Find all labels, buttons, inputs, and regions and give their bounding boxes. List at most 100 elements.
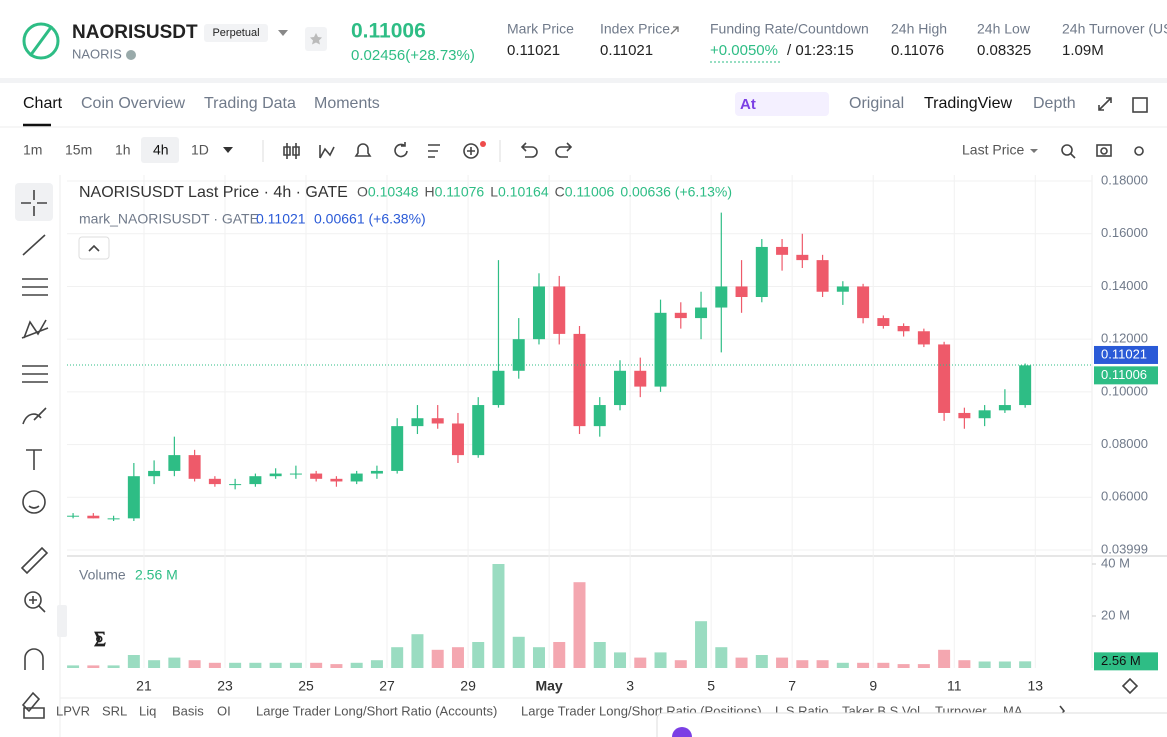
header-bg	[0, 0, 1167, 78]
volume-bar	[593, 642, 606, 668]
indicator-tab[interactable]: LPVR	[56, 703, 90, 718]
candle-body	[188, 455, 201, 479]
ohlc-key: O	[357, 184, 368, 200]
volume-bar	[998, 661, 1011, 668]
collapse-legend-button[interactable]	[78, 236, 110, 260]
volume-bar	[330, 664, 343, 668]
stat-value: 1.09M	[1062, 42, 1104, 59]
symbol[interactable]: NAORISUSDT	[72, 22, 198, 43]
collapse-handle[interactable]	[57, 605, 67, 637]
interval[interactable]: 15m	[65, 142, 92, 158]
volume-bar	[208, 662, 221, 668]
strategy-bg[interactable]	[735, 92, 829, 116]
notice-dot	[480, 141, 486, 147]
candle-body	[857, 286, 870, 319]
interval-dropdown[interactable]	[223, 147, 233, 153]
tab[interactable]: Trading Data	[204, 95, 296, 112]
volume-bar	[289, 662, 302, 668]
volume-bar	[310, 662, 323, 668]
volume-bar	[87, 665, 100, 668]
fullscreen-icon[interactable]	[1098, 97, 1112, 111]
price-change: 0.02456(+28.73%)	[351, 47, 475, 64]
x-tick-label: 7	[788, 678, 796, 694]
stat-value: 0.11076	[891, 42, 944, 59]
volume-tag	[1094, 652, 1158, 671]
chevron-icon	[88, 244, 100, 252]
popup-icon	[672, 727, 692, 737]
settings-icon[interactable]	[1121, 677, 1139, 695]
toolbar-icons[interactable]	[283, 142, 1144, 159]
candle-body	[229, 484, 242, 486]
indicator-tab[interactable]: Large Trader Long/Short Ratio (Accounts)	[256, 703, 497, 718]
candle-body	[816, 260, 829, 292]
stat-label: 24h High	[891, 21, 947, 37]
volume-bar	[391, 647, 404, 668]
volume-value: 2.56 M	[135, 567, 178, 583]
candle-body	[269, 473, 282, 477]
window-icon[interactable]	[1132, 97, 1148, 113]
stat-label: Funding Rate/Countdown	[710, 21, 869, 37]
indicator-tab[interactable]: SRL	[102, 703, 127, 718]
y-tick-label: 0.12000	[1101, 331, 1148, 346]
stat-label: 24h Low	[977, 21, 1031, 37]
y-tick-label: 0.14000	[1101, 278, 1148, 293]
x-tick-label: 23	[217, 678, 233, 694]
volume-tag-label: 2.56 M	[1101, 653, 1141, 668]
view-tab[interactable]: TradingView	[924, 95, 1012, 112]
chart: 21 23 25 27 29 May 3 5 7 9 11 13 0.18000 0.16000 0.140…	[67, 172, 1167, 694]
drawing-tools[interactable]	[20, 190, 49, 719]
x-tick-label: 27	[379, 678, 395, 694]
candle-body	[492, 370, 505, 406]
y-tick-label: 0.08000	[1101, 436, 1148, 451]
mark-legend-value: 0.11021	[256, 211, 306, 227]
stat-value: +0.0050%	[710, 42, 778, 59]
interval[interactable]: 1m	[23, 142, 42, 158]
candle-body	[593, 405, 606, 427]
candle-body	[431, 418, 444, 424]
interval[interactable]: 4h	[153, 142, 169, 158]
candle-body	[249, 476, 262, 485]
divider	[0, 78, 1167, 83]
candle-body	[755, 246, 768, 298]
candle-body	[715, 286, 728, 308]
candle-body	[289, 473, 302, 475]
view-tab[interactable]: Depth	[1033, 95, 1076, 112]
volume-bar	[836, 662, 849, 668]
indicator-tab[interactable]: Basis	[172, 703, 204, 718]
symbol-dropdown[interactable]	[278, 30, 288, 36]
info-icon[interactable]	[126, 50, 136, 60]
candle-body	[614, 370, 627, 406]
price-source[interactable]: Last Price	[962, 142, 1024, 158]
candle-body	[107, 518, 120, 520]
candle-body	[512, 339, 525, 371]
candle-body	[553, 286, 566, 334]
last-price: 0.11006	[351, 20, 426, 43]
indicator-tab[interactable]: OI	[217, 703, 231, 718]
indicator-tab[interactable]: Liq	[139, 703, 156, 718]
x-tick-label: 5	[707, 678, 715, 694]
volume-bar	[674, 660, 687, 668]
tab[interactable]: Coin Overview	[81, 95, 185, 112]
index-link-icon[interactable]	[670, 26, 679, 35]
tool-selected-bg	[15, 183, 53, 221]
strategy-icon: At	[740, 96, 756, 113]
stat-value: 0.11021	[507, 42, 560, 59]
candle-body	[451, 423, 464, 456]
volume-bar	[1019, 661, 1032, 668]
interval[interactable]: 1D	[191, 142, 209, 158]
candle-body	[897, 325, 910, 332]
volume-bar	[897, 664, 910, 668]
view-tab[interactable]: Original	[849, 95, 904, 112]
candle-body	[735, 286, 748, 298]
tab[interactable]: Moments	[314, 95, 380, 112]
volume-bar	[107, 665, 120, 668]
price-source-dropdown[interactable]	[1030, 149, 1038, 153]
volume-bar	[776, 657, 789, 668]
volume-bar	[431, 649, 444, 668]
interval[interactable]: 1h	[115, 142, 131, 158]
volume-bar	[492, 564, 505, 668]
candle-body	[350, 473, 363, 482]
ohlc-value: 0.11076	[435, 184, 485, 200]
candle-body	[958, 412, 971, 419]
tab[interactable]: Chart	[23, 95, 63, 112]
